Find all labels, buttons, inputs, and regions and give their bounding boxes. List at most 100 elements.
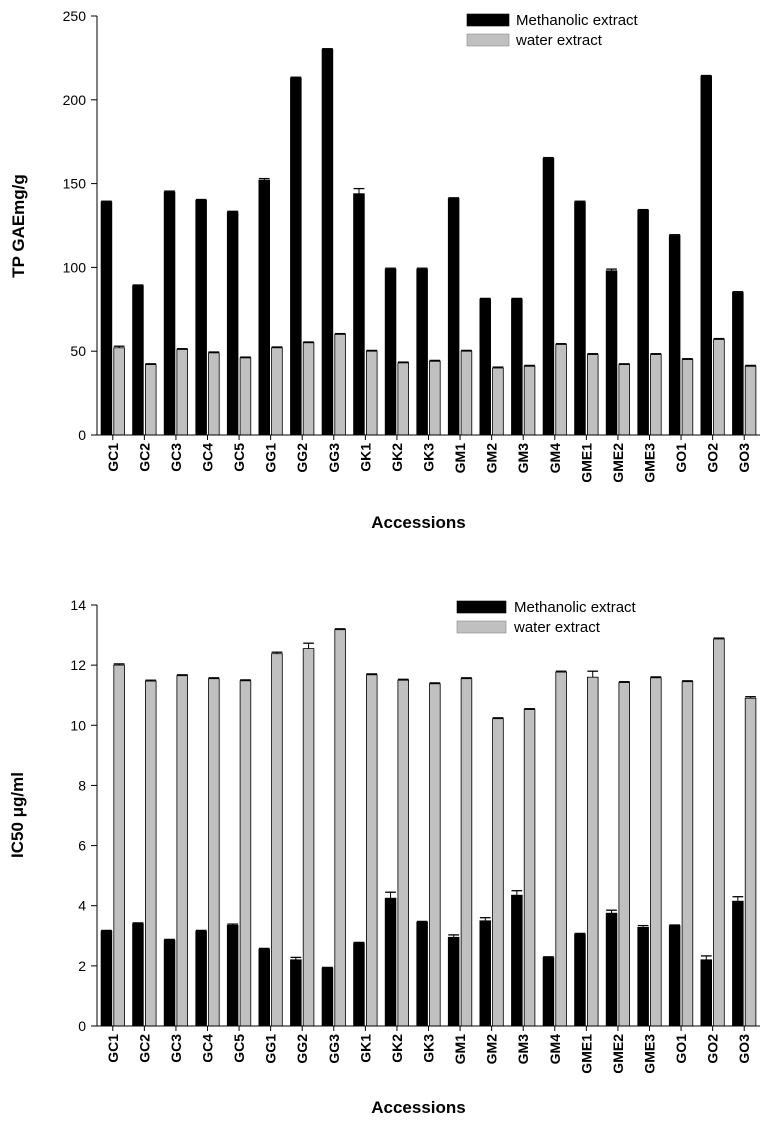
x-tick-label: GO2 [705,443,721,473]
x-tick-label: GM4 [547,443,563,474]
bar-water-GC4 [208,352,220,436]
bar-water-GK3 [429,683,441,1027]
x-tick-label: GK2 [389,443,405,472]
y-tick-label: 0 [78,427,86,443]
bar-water-GM3 [523,709,536,1027]
bar-methanolic-GM1 [447,936,460,1027]
bar-methanolic-GK2 [384,897,397,1027]
bar-methanolic-GK1 [353,193,365,436]
y-tick-label: 0 [78,1018,86,1034]
bar-water-GC4 [208,678,220,1027]
x-tick-label: GM1 [452,1034,468,1065]
bar-methanolic-GG1 [258,179,270,436]
bar-methanolic-GG2 [290,959,302,1027]
x-tick-label: GM2 [484,443,500,474]
bar-water-GO1 [681,359,694,436]
bar-water-GME3 [650,677,662,1027]
bar-methanolic-GO2 [700,75,713,436]
x-tick-label: GC5 [231,1034,247,1063]
bar-methanolic-GC2 [132,285,144,436]
bar-water-GM1 [460,678,473,1027]
chart-total-phenolics: 0 50 100 150 200 250 GC1 GC2 GC3 GC4 GC5 GG1 GG2 GG3 G… [9,8,760,532]
bar-methanolic-GM4 [542,158,555,436]
x-tick-label: GG1 [263,443,279,473]
bar-water-GM2 [492,718,504,1027]
x-tick-label: GG1 [263,1034,279,1064]
x-tick-label: GC3 [168,1034,184,1063]
bar-methanolic-GO3 [732,900,744,1027]
x-tick-label: GC5 [231,443,247,472]
bar-methanolic-GC3 [163,939,176,1027]
x-tick-label: GC2 [136,1034,152,1063]
x-tick-label: GME3 [642,1034,658,1074]
bar-water-GG2 [302,648,315,1027]
bar-water-GME2 [618,682,631,1027]
bar-methanolic-GO1 [668,235,681,436]
bar-water-GC1 [113,664,125,1027]
y-axis-title: TP GAEmg/g [9,174,28,278]
x-tick-label: GG2 [294,1034,310,1064]
x-tick-label: GO3 [736,1034,752,1064]
bar-methanolic-GK1 [353,942,365,1027]
bar-water-GC3 [176,349,188,436]
x-tick-label: GME1 [578,443,594,483]
bar-water-GC2 [144,680,157,1027]
y-tick-label: 200 [63,92,87,108]
bar-water-GO1 [681,681,694,1027]
bar-water-GK3 [429,360,441,436]
bar-methanolic-GM2 [479,298,491,436]
legend-label-methanolic: Methanolic extract [514,599,637,616]
bar-water-GC5 [239,680,252,1027]
x-tick-label: GK3 [421,443,437,472]
x-tick-label: GME1 [578,1034,594,1074]
bar-methanolic-GM2 [479,920,491,1027]
bar-methanolic-GME2 [605,912,618,1027]
bar-water-GME3 [650,354,662,436]
y-tick-label: 10 [70,717,86,733]
bar-water-GK1 [365,350,378,436]
bar-methanolic-GME3 [637,209,649,436]
bar-water-GC3 [176,675,188,1027]
y-tick-label: 14 [70,597,86,613]
x-tick-label: GG3 [326,1034,342,1064]
bar-methanolic-GM1 [447,198,460,436]
legend-swatch-water [466,33,510,47]
bar-methanolic-GM4 [542,957,555,1027]
bar-methanolic-GC4 [195,199,207,436]
x-tick-label: GC3 [168,443,184,472]
x-tick-label: GK1 [357,443,373,472]
x-tick-label: GK2 [389,1034,405,1063]
bar-water-GM3 [523,365,536,436]
bar-water-GM2 [492,367,504,436]
bar-methanolic-GC1 [100,201,113,436]
bar-water-GC2 [144,364,157,436]
bar-water-GG1 [271,653,283,1027]
bar-methanolic-GC5 [226,211,239,436]
bar-methanolic-GM3 [511,894,523,1027]
bar-methanolic-GC1 [100,930,113,1027]
x-tick-label: GO2 [705,1034,721,1064]
legend-label-water: water extract [515,32,603,49]
bar-water-GO3 [744,365,757,436]
bar-water-GM1 [460,350,473,436]
bar-water-GME1 [587,676,599,1027]
legend-swatch-methanolic [456,600,507,614]
x-tick-label: GC4 [200,443,216,472]
bar-methanolic-GC3 [163,191,176,436]
x-tick-label: GM3 [515,1034,531,1065]
bar-methanolic-GK3 [416,268,428,436]
bar-methanolic-GG2 [290,77,302,436]
bar-methanolic-GME3 [637,927,649,1027]
bar-methanolic-GG3 [321,49,334,436]
bar-methanolic-GME1 [574,201,586,436]
bar-water-GK2 [397,679,409,1027]
bar-water-GG3 [334,629,346,1027]
legend-label-methanolic: Methanolic extract [516,12,639,29]
bar-water-GM4 [555,671,567,1027]
legend-label-water: water extract [513,619,601,636]
bar-methanolic-GME2 [605,270,618,436]
y-tick-label: 2 [78,958,86,974]
bar-methanolic-GO1 [668,925,681,1027]
x-tick-label: GME2 [610,443,626,483]
